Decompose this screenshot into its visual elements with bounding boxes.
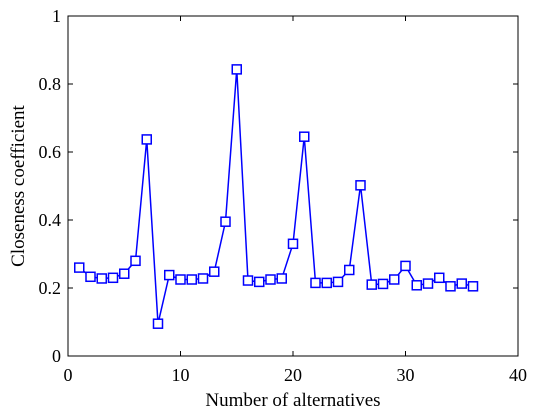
x-tick-label: 0	[64, 365, 73, 385]
plot-frame	[67, 15, 519, 357]
data-point	[389, 274, 400, 285]
ticks: 0 10 20 30 40 0 0.2 0.4 0.6 0.8 1	[39, 6, 528, 385]
data-point	[366, 279, 377, 290]
data-point	[321, 277, 332, 289]
data-point	[355, 180, 366, 191]
x-tick-label: 10	[172, 365, 190, 385]
data-point	[175, 274, 186, 285]
data-point	[310, 277, 321, 289]
data-point	[445, 281, 456, 292]
data-point	[242, 275, 254, 286]
data-point	[287, 238, 299, 250]
data-point	[107, 272, 119, 284]
data-point	[456, 278, 467, 289]
y-tick-label: 0	[52, 346, 61, 366]
x-axis-label: Number of alternatives	[205, 390, 380, 411]
data-point	[434, 272, 445, 284]
data-point	[467, 281, 479, 292]
y-tick-label: 0.4	[39, 210, 62, 230]
data-point	[220, 216, 231, 227]
data-point	[209, 266, 220, 277]
data-point	[85, 271, 96, 283]
data-point	[400, 260, 411, 272]
data-point	[186, 274, 197, 285]
data-point	[276, 273, 287, 284]
x-tick-label: 30	[397, 365, 415, 385]
y-tick-label: 0.2	[39, 278, 62, 298]
data-point	[119, 268, 130, 279]
y-tick-label: 0.8	[39, 74, 62, 94]
y-axis-label: Closeness coefficient	[8, 104, 29, 266]
data-point	[141, 134, 152, 145]
data-point	[411, 280, 422, 291]
y-tick-label: 0.6	[39, 142, 62, 162]
data-point	[231, 64, 242, 75]
data-point	[299, 131, 310, 142]
axes	[67, 15, 519, 357]
data-point	[344, 264, 355, 276]
x-tick-label: 40	[509, 365, 527, 385]
data-point	[164, 269, 175, 281]
data-point	[422, 278, 434, 289]
y-tick-label: 1	[52, 6, 61, 26]
data-series	[74, 64, 479, 329]
data-point	[254, 276, 265, 288]
data-point	[197, 273, 209, 284]
data-point	[332, 276, 344, 288]
data-point	[74, 262, 85, 273]
data-point	[377, 278, 389, 290]
data-point	[152, 318, 164, 329]
data-point	[96, 273, 107, 284]
data-point	[130, 255, 141, 267]
data-point	[265, 274, 276, 285]
x-tick-label: 20	[284, 365, 302, 385]
